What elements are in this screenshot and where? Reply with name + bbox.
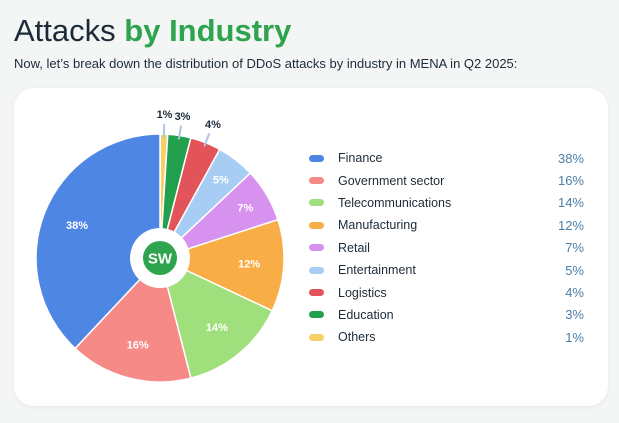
legend-label: Others [338, 330, 376, 345]
legend-label: Retail [338, 240, 370, 255]
legend-label: Government sector [338, 173, 445, 188]
page-title-part-1: Attacks [14, 13, 116, 48]
page-title: Attacks by Industry [14, 12, 291, 50]
data-label: 16% [127, 339, 149, 351]
legend-swatch [309, 177, 324, 185]
legend-swatch [309, 333, 324, 341]
pie-slice-telecommunications [158, 256, 274, 380]
page-subtitle: Now, let’s break down the distribution o… [14, 56, 518, 71]
data-label: 3% [175, 111, 191, 123]
data-label: 7% [237, 203, 253, 215]
legend-item: Entertainment 5% [309, 259, 584, 281]
legend-item: Government sector 16% [309, 169, 584, 191]
legend-value: 5% [565, 262, 584, 278]
legend-label: Education [338, 307, 394, 322]
legend-value: 7% [565, 240, 584, 256]
legend-swatch [309, 154, 324, 162]
data-label: 38% [66, 220, 88, 232]
legend-value: 14% [557, 195, 584, 211]
legend-value: 1% [565, 329, 584, 345]
legend-item: Education 3% [309, 304, 584, 326]
legend-value: 4% [565, 285, 584, 301]
legend-value: 16% [557, 173, 584, 189]
pie-slice-government-sector [74, 256, 192, 383]
leader-line [177, 125, 182, 140]
legend-label: Entertainment [338, 263, 416, 278]
legend-item: Manufacturing 12% [309, 214, 584, 236]
legend-label: Telecommunications [338, 195, 452, 210]
legend-label: Logistics [338, 285, 387, 300]
legend-swatch [309, 311, 324, 319]
legend-swatch [309, 289, 324, 297]
legend-item: Telecommunications 14% [309, 192, 584, 214]
legend-item: Others 1% [309, 326, 584, 348]
legend-swatch [309, 199, 324, 207]
data-label: 5% [213, 175, 229, 187]
data-label: 1% [157, 109, 173, 121]
legend-value: 12% [557, 217, 584, 233]
data-label: 12% [238, 259, 260, 271]
data-label: 14% [206, 322, 228, 334]
legend-item: Finance 38% [309, 147, 584, 169]
legend-swatch [309, 266, 324, 274]
legend-swatch [309, 244, 324, 252]
legend-swatch [309, 221, 324, 229]
brand-logo-text: SW [148, 251, 173, 268]
pie-slice-finance [35, 133, 161, 350]
chart-legend: Finance 38% Government sector 16% Telecommun… [309, 147, 584, 349]
leader-line [203, 133, 211, 147]
legend-value: 38% [557, 150, 584, 166]
legend-item: Logistics 4% [309, 281, 584, 303]
legend-label: Manufacturing [338, 218, 418, 233]
pie-labels: 1% 3% 4% 5% 7% 12% 14% 16% 38% [66, 109, 260, 351]
brand-logo-icon [143, 241, 177, 275]
pie-slice-manufacturing [157, 218, 285, 312]
page-title-part-2: by Industry [124, 13, 292, 48]
legend-label: Finance [338, 151, 383, 166]
legend-value: 3% [565, 307, 584, 323]
data-label: 4% [205, 119, 221, 131]
legend-item: Retail 7% [309, 237, 584, 259]
